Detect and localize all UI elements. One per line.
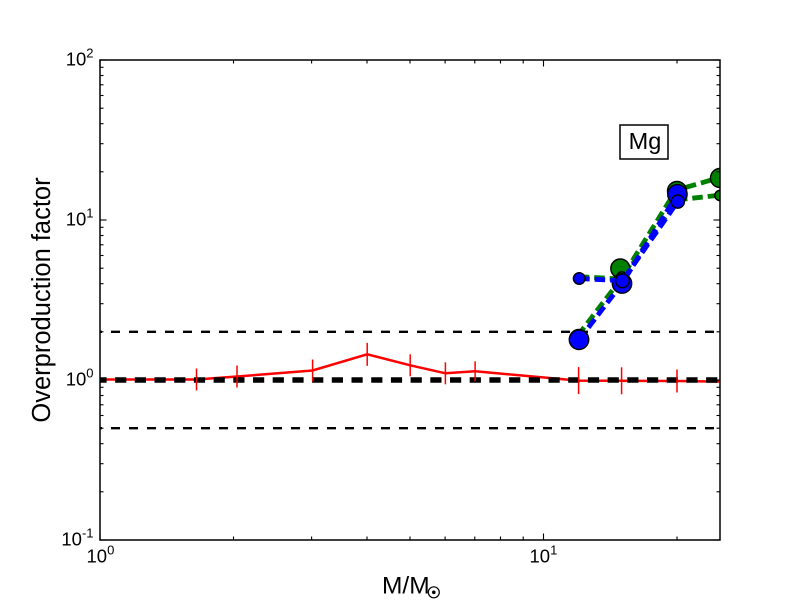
svg-text:101: 101 xyxy=(66,206,94,230)
svg-text:Mg: Mg xyxy=(629,128,662,154)
svg-text:Overproduction factor: Overproduction factor xyxy=(28,177,56,423)
svg-text:M/M: M/M xyxy=(382,573,430,600)
